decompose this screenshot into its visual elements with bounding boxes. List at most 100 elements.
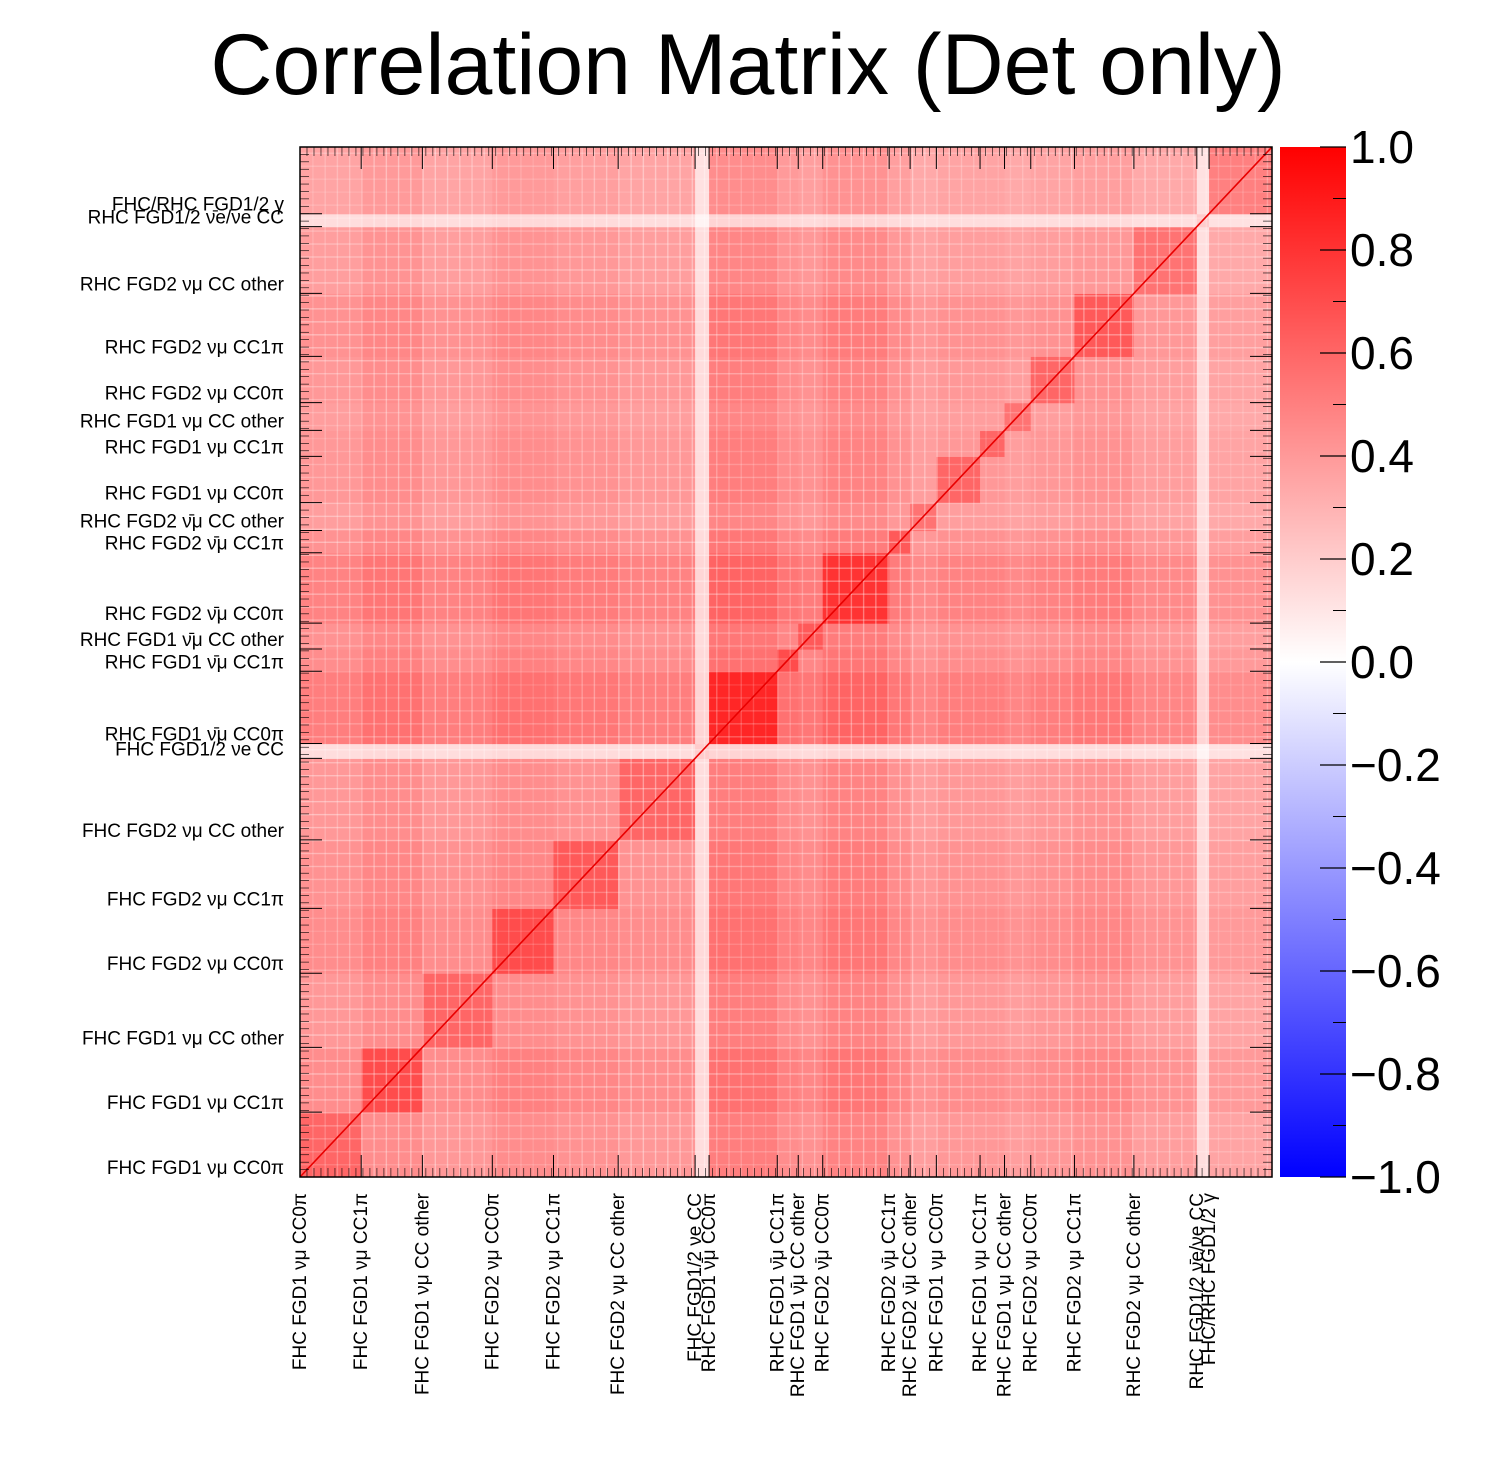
bin-stripe-vertical: [385, 147, 388, 1177]
bin-stripe-horizontal: [300, 982, 1272, 984]
heatmap-cell: [618, 623, 696, 650]
heatmap-cell: [553, 649, 619, 672]
bin-stripe-vertical: [716, 147, 718, 1177]
y-tick-label: FHC/RHC FGD1/2 γ: [112, 195, 285, 216]
heatmap-cell: [553, 552, 619, 624]
heatmap-cell: [1133, 402, 1198, 432]
heatmap-cell: [798, 402, 824, 432]
x-tick-label: FHC FGD2 νμ CC other: [608, 1192, 629, 1395]
x-tick-label: RHC FGD2 ν̄μ CC0π: [813, 1193, 834, 1372]
heatmap-texture: [299, 146, 1273, 1179]
heatmap-cell: [1209, 213, 1273, 228]
heatmap-cell: [695, 623, 710, 650]
heatmap-cell: [618, 502, 696, 532]
heatmap-cell: [1133, 649, 1198, 672]
heatmap-cell: [980, 402, 1006, 432]
bin-stripe-vertical: [1266, 147, 1269, 1177]
heatmap-cell: [889, 430, 911, 457]
y-tick-label: RHC FGD2 ν̄μ CC1π: [105, 534, 284, 555]
heatmap-cell: [910, 1112, 937, 1178]
heatmap-cell: [980, 671, 1006, 745]
heatmap-cell: [618, 213, 696, 228]
heatmap-cell: [1209, 226, 1273, 294]
bin-stripe-vertical: [593, 147, 596, 1177]
chart-title: Correlation Matrix (Det only): [210, 17, 1286, 113]
heatmap-cell: [1209, 430, 1273, 457]
bin-stripe-vertical: [336, 147, 339, 1177]
heatmap-cell: [889, 908, 911, 974]
heatmap-cell: [695, 147, 710, 215]
heatmap-cell: [1196, 530, 1210, 554]
heatmap-cell: [1074, 908, 1135, 974]
heatmap-cell: [422, 430, 493, 457]
y-tick-label: RHC FGD2 νμ CC0π: [105, 384, 284, 405]
heatmap-cell: [1074, 552, 1135, 624]
heatmap-cell: [361, 293, 423, 357]
heatmap-cell: [492, 1112, 555, 1178]
bin-stripe-horizontal: [300, 528, 1272, 531]
heatmap-cell: [889, 623, 911, 650]
heatmap-cell: [618, 293, 696, 357]
heatmap-cell: [1004, 973, 1032, 1048]
heatmap-cell: [709, 226, 778, 294]
colorbar-tick-label: −0.4: [1350, 842, 1441, 894]
heatmap-cell: [618, 356, 696, 404]
heatmap-cell: [553, 456, 619, 504]
heatmap-cell: [361, 649, 423, 672]
heatmap-cell: [798, 671, 824, 745]
bin-stripe-vertical: [728, 147, 730, 1177]
heatmap-cell: [1209, 671, 1273, 745]
heatmap-cell: [889, 649, 911, 672]
bin-stripe-horizontal: [300, 437, 1272, 440]
heatmap-cell: [822, 839, 890, 909]
heatmap-cell: [492, 430, 555, 457]
heatmap-cell: [822, 908, 890, 974]
heatmap-cell: [1209, 530, 1273, 554]
heatmap-cell: [936, 839, 981, 909]
heatmap-cell: [422, 908, 493, 974]
bin-stripe-horizontal: [300, 904, 1272, 907]
heatmap-cell: [1030, 226, 1076, 294]
colorbar-tick-label: 0.2: [1350, 533, 1414, 585]
bin-stripe-horizontal: [300, 723, 1272, 725]
y-tick-label: FHC FGD1/2 νe CC: [115, 739, 284, 760]
heatmap-cell: [709, 502, 778, 532]
heatmap-cell: [1209, 839, 1273, 909]
heatmap-cell: [1133, 293, 1198, 357]
bin-stripe-horizontal: [300, 1060, 1272, 1062]
heatmap-cell: [695, 530, 710, 554]
bin-stripe-horizontal: [300, 282, 1272, 284]
diagonal: [299, 146, 1273, 1178]
bin-stripe-vertical: [1070, 147, 1073, 1177]
heatmap-cell: [1133, 356, 1198, 404]
heatmap-cell: [936, 402, 981, 432]
heatmap-cell: [980, 502, 1006, 532]
heatmap-cell: [1074, 356, 1135, 404]
bin-stripe-vertical: [1242, 147, 1244, 1177]
heatmap-cell: [798, 758, 824, 841]
heatmap-cell: [553, 623, 619, 650]
heatmap-cell: [709, 430, 778, 457]
bin-stripe-horizontal: [300, 489, 1272, 492]
bin-stripe-vertical: [826, 147, 828, 1177]
heatmap-cell: [1004, 839, 1032, 909]
heatmap-cell: [910, 456, 937, 504]
bin-stripe-vertical: [581, 147, 583, 1177]
plot-frame: [299, 146, 1273, 1178]
bin-stripe-horizontal: [300, 1073, 1272, 1075]
heatmap-cell: [777, 839, 799, 909]
heatmap-cell: [936, 973, 981, 1048]
heatmap-cell: [618, 743, 696, 759]
heatmap-cell: [980, 456, 1006, 504]
bin-stripe-horizontal: [300, 826, 1272, 829]
bin-stripe-horizontal: [300, 424, 1272, 427]
heatmap-cell: [777, 743, 799, 759]
heatmap-cell: [361, 671, 423, 745]
heatmap-cell: [980, 213, 1006, 228]
heatmap-cell: [822, 671, 890, 745]
heatmap-cell: [1196, 758, 1210, 841]
heatmap-cell: [695, 649, 710, 672]
heatmap-cell: [1030, 502, 1076, 532]
heatmap-cell: [777, 293, 799, 357]
heatmap-cell: [936, 743, 981, 759]
